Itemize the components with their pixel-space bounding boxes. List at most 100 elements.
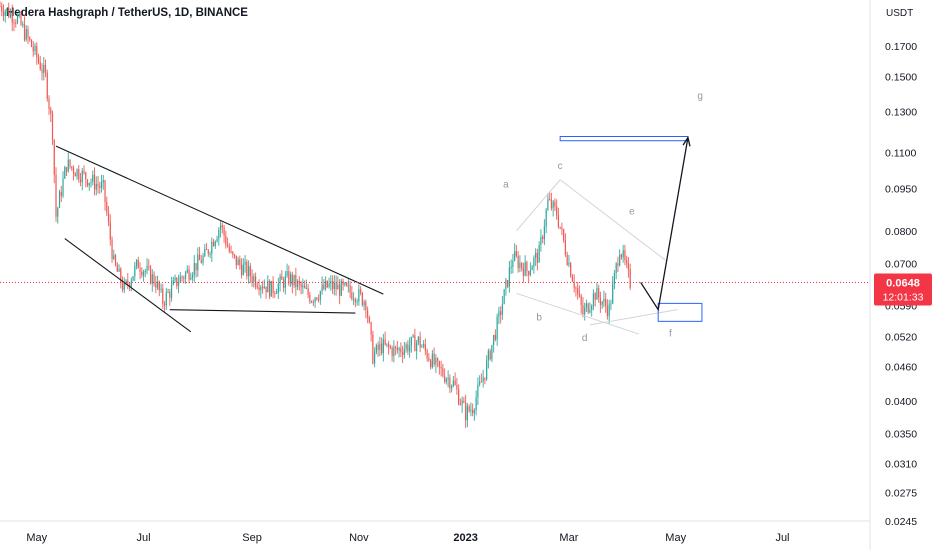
candle-body: [591, 305, 593, 310]
candle-body: [564, 240, 567, 255]
candle-body: [402, 352, 404, 355]
candle-body: [4, 11, 6, 16]
candle-body: [67, 159, 69, 172]
candle-body: [356, 301, 358, 303]
candle-body: [594, 293, 596, 300]
candle-body: [624, 250, 626, 261]
candle-body: [535, 252, 537, 258]
candle-body: [428, 358, 430, 361]
candle-body: [170, 284, 173, 298]
candle-body: [573, 281, 575, 288]
candle-body: [120, 268, 122, 283]
candle-body: [202, 255, 204, 264]
trend-line: [169, 309, 356, 314]
candle-body: [284, 275, 286, 288]
candle-body: [282, 279, 285, 288]
candle-body: [211, 241, 213, 254]
candle-body: [409, 345, 411, 352]
last-price-value: 0.0648: [886, 277, 920, 289]
candle-body: [328, 283, 330, 287]
candle-body: [480, 381, 483, 383]
candle-body: [410, 336, 412, 346]
candle-body: [543, 226, 546, 239]
candle-body: [337, 284, 339, 290]
candle-body: [458, 389, 460, 405]
candle-body: [130, 280, 132, 287]
candle-body: [326, 280, 328, 287]
candle-body: [34, 45, 36, 52]
y-tick-label: 0.1100: [885, 148, 916, 160]
candle-body: [331, 281, 334, 290]
candle-body: [617, 263, 619, 266]
candle-body: [239, 259, 241, 265]
candle-body: [333, 282, 335, 290]
candle-body: [1, 6, 3, 12]
candle-body: [57, 207, 59, 217]
y-tick-label: 0.0245: [885, 516, 917, 528]
candle-body: [613, 272, 616, 284]
candle-body: [375, 344, 377, 353]
candle-body: [78, 169, 80, 180]
candle-body: [452, 380, 454, 386]
candle-body: [412, 335, 414, 337]
candle-body: [424, 344, 426, 351]
candle-body: [601, 301, 603, 305]
candle-body: [277, 283, 279, 294]
candle-body: [198, 254, 201, 261]
last-price-tag: [874, 273, 932, 306]
candle-body: [361, 292, 363, 306]
candle-body: [155, 283, 157, 288]
candle-body: [51, 113, 54, 140]
candle-body: [216, 238, 218, 242]
candle-body: [494, 335, 497, 340]
candle-body: [379, 343, 381, 350]
y-tick-label: 0.0275: [885, 488, 917, 500]
y-tick-label: 0.0350: [885, 429, 917, 441]
projection-arrow: [640, 137, 689, 312]
candle-body: [44, 64, 47, 73]
candle-body: [83, 170, 85, 173]
candle-body: [197, 254, 199, 271]
candle-body: [156, 281, 159, 288]
candle-body: [484, 377, 486, 380]
candle-body: [584, 307, 586, 315]
candle-body: [373, 352, 376, 364]
candle-body: [542, 236, 544, 239]
candle-body: [132, 276, 134, 281]
candle-body: [176, 277, 178, 287]
x-tick-label: Mar: [559, 532, 578, 544]
candle-body: [53, 139, 55, 175]
candle-body: [310, 301, 313, 303]
candle-body: [533, 257, 535, 267]
candle-body: [254, 276, 257, 287]
candle-body: [608, 304, 610, 317]
candle-body: [195, 263, 197, 271]
candle-body: [307, 287, 309, 295]
candle-body: [169, 292, 171, 298]
wave-label: c: [558, 161, 563, 172]
candle-body: [321, 284, 323, 292]
candles: [0, 1, 631, 428]
candle-body: [274, 292, 276, 294]
candle-body: [16, 15, 19, 23]
candle-body: [599, 297, 602, 305]
candle-body: [141, 271, 143, 276]
candle-body: [627, 263, 630, 270]
candle-body: [293, 274, 295, 286]
candle-body: [382, 339, 384, 354]
wave-label: d: [582, 333, 588, 344]
candle-body: [372, 334, 374, 364]
candle-body: [461, 400, 463, 405]
candle-body: [139, 268, 141, 272]
candle-body: [32, 46, 34, 52]
candle-body: [0, 6, 1, 8]
candle-body: [268, 280, 271, 297]
candle-body: [102, 180, 104, 183]
candle-body: [505, 280, 507, 290]
y-tick-label: 0.0700: [885, 259, 917, 271]
candle-body: [556, 206, 558, 216]
candle-body: [25, 29, 27, 40]
candle-body: [6, 8, 8, 12]
